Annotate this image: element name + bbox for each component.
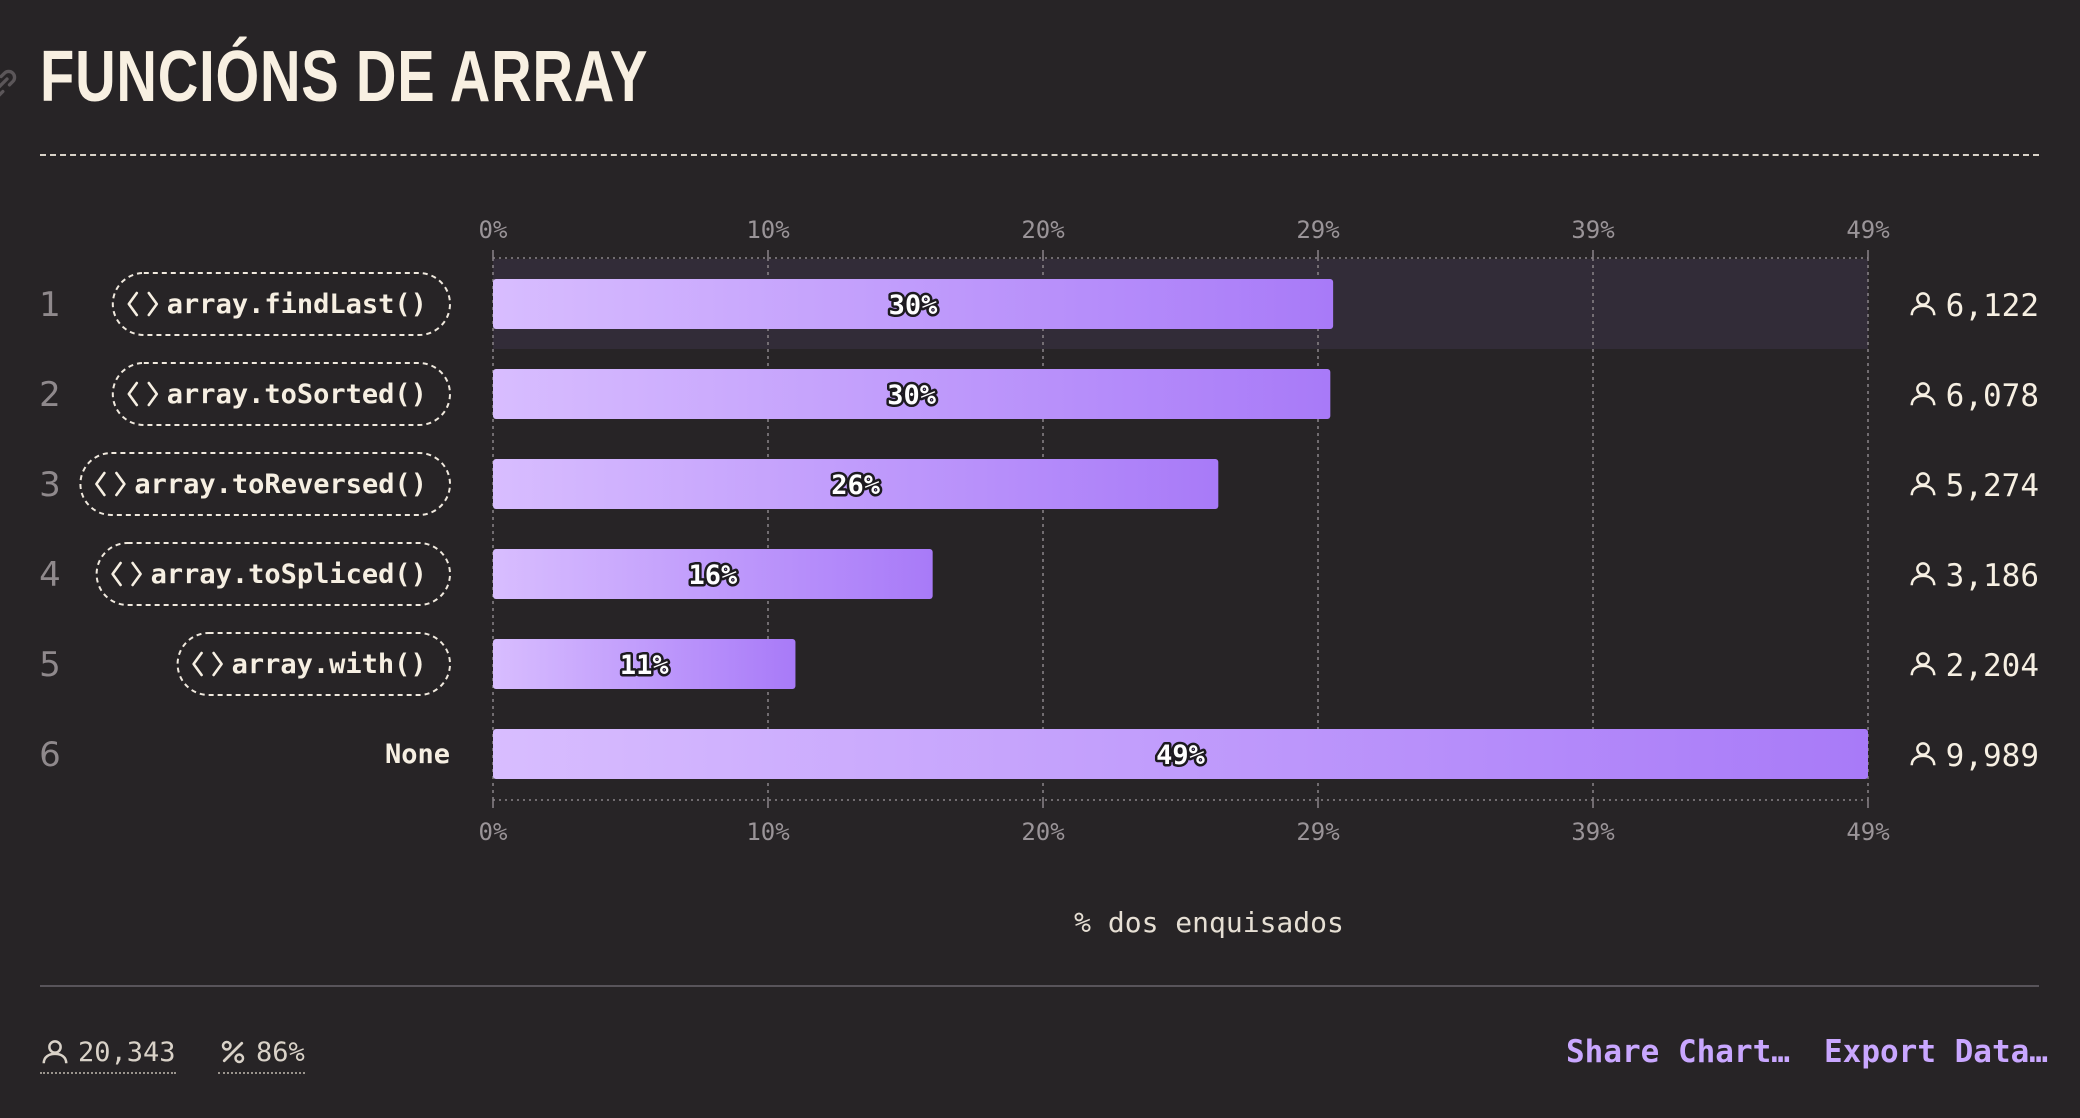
bar-value-label: 11% [620,650,670,681]
x-tick-label-bottom: 29% [1296,818,1340,846]
label-pill-border [111,362,452,426]
respondent-count: 5,274 [1946,468,2039,504]
bar-value-label: 26% [831,470,881,501]
bar-chart: 30%30%26%16%11%49% 0%0%10%10%20%20%29%29… [39,216,2039,939]
completion-stat[interactable]: 86% [218,1032,305,1074]
row-respondents: 3,186 [1910,558,2039,594]
person-icon [1910,562,1936,586]
code-brackets-icon [192,651,223,677]
footer-divider [40,985,2039,987]
bar[interactable] [493,549,933,599]
x-tick-label-top: 29% [1296,216,1340,244]
row-rank: 6 [39,735,61,775]
x-axis-label: % dos enquisados [1074,906,1344,939]
bar-value-label: 16% [688,560,738,591]
respondent-count: 6,078 [1946,378,2039,414]
bar[interactable] [493,639,796,689]
row-respondents: 9,989 [1910,738,2039,774]
total-respondents-value: 20,343 [78,1036,176,1068]
feature-label: array.with() [232,649,427,680]
chart-title: FUNCIÓNS DE ARRAY [40,37,649,117]
bar[interactable] [493,369,1331,419]
row-rank: 2 [39,375,61,415]
person-icon [1910,742,1936,766]
feature-label: None [385,739,450,770]
row-respondents: 5,274 [1910,468,2039,504]
code-brackets-icon [127,381,159,407]
feature-label: array.findLast() [167,289,427,320]
bar[interactable] [493,279,1334,329]
respondent-count: 2,204 [1946,648,2039,684]
label-pill-border [79,452,452,516]
feature-label-pill[interactable]: array.toSorted() [111,362,452,426]
row-respondents: 2,204 [1910,648,2039,684]
x-tick-label-top: 49% [1846,216,1890,244]
bar[interactable] [493,729,1868,779]
x-tick-label-top: 0% [479,216,508,244]
label-pill-border [95,542,451,606]
person-icon [1910,292,1936,316]
x-tick-label-bottom: 10% [746,818,790,846]
person-icon [1910,472,1936,496]
feature-label: array.toSpliced() [151,559,427,590]
feature-label-pill[interactable]: array.toSpliced() [95,542,451,606]
x-tick-label-bottom: 0% [479,818,508,846]
row-rank: 3 [39,465,61,505]
row-respondents: 6,078 [1910,378,2039,414]
feature-label: array.toReversed() [134,469,427,500]
person-icon [1910,652,1936,676]
row-rank: 5 [39,645,61,685]
bar-value-label: 30% [889,290,939,321]
bar[interactable] [493,459,1219,509]
feature-label-pill[interactable]: array.findLast() [111,272,452,336]
person-icon [1910,382,1936,406]
link-icon[interactable] [0,64,22,104]
percent-icon [221,1040,245,1064]
x-tick-label-bottom: 39% [1571,818,1615,846]
feature-label-pill[interactable]: array.with() [176,632,451,696]
respondent-count: 6,122 [1946,288,2039,324]
title-divider [40,154,2039,156]
person-icon [42,1040,68,1064]
bar-value-label: 30% [887,380,937,411]
x-tick-label-bottom: 20% [1021,818,1065,846]
x-tick-label-top: 10% [746,216,790,244]
code-brackets-icon [127,291,159,317]
code-brackets-icon [95,471,126,497]
respondent-count: 9,989 [1946,738,2039,774]
bar-value-label: 49% [1156,740,1206,771]
row-rank: 4 [39,555,61,595]
feature-label-pill[interactable]: array.toReversed() [79,452,452,516]
respondent-count: 3,186 [1946,558,2039,594]
x-tick-label-top: 39% [1571,216,1615,244]
x-tick-label-bottom: 49% [1846,818,1890,846]
label-pill-border [111,272,452,336]
feature-label: array.toSorted() [167,379,427,410]
share-chart-button[interactable]: Share Chart… [1566,1034,1790,1070]
export-data-button[interactable]: Export Data… [1824,1034,2048,1070]
row-rank: 1 [39,285,61,325]
x-tick-label-top: 20% [1021,216,1065,244]
code-brackets-icon [111,561,142,587]
row-respondents: 6,122 [1910,288,2039,324]
total-respondents-stat[interactable]: 20,343 [40,1032,176,1074]
completion-value: 86% [256,1036,305,1068]
